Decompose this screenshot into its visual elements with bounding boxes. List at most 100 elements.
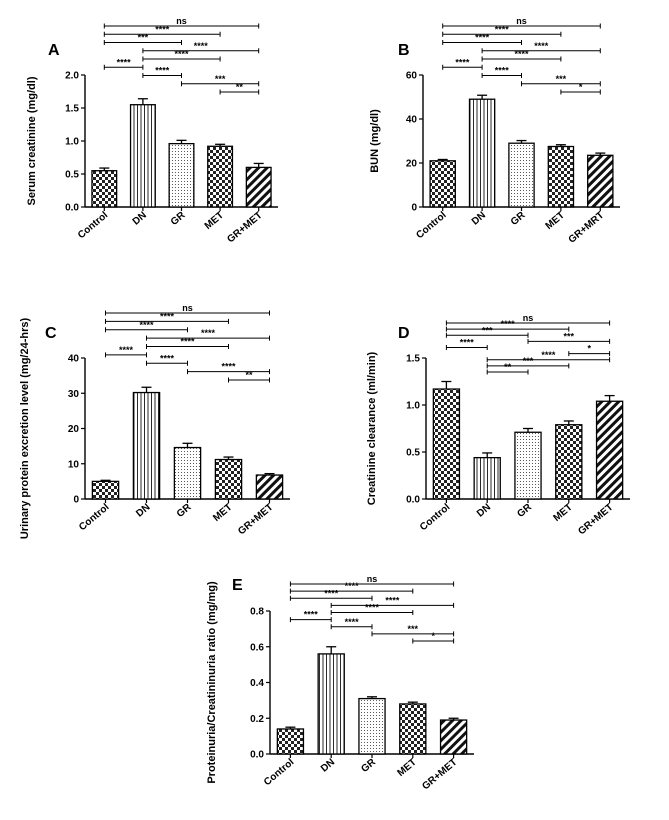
sig-label-e-3: ****: [385, 595, 400, 605]
category-label-a-0: Control: [76, 210, 110, 241]
bar-c-1: [132, 391, 161, 500]
sig-label-c-1: ****: [160, 311, 175, 321]
panel-letter-c: C: [45, 325, 57, 342]
sig-label-d-8: **: [504, 362, 512, 372]
y-tick-label-e: 0.6: [250, 642, 264, 653]
bar-c-4: [255, 474, 284, 500]
category-label-b-2: GR: [509, 209, 528, 228]
bar-c-3: [214, 458, 243, 500]
sig-label-c-7: ****: [221, 362, 236, 372]
bar-b-1: [468, 98, 496, 208]
chart-panel-d: D Creatinine clearance (ml/min) 0.0 0.5 1.0 1…: [366, 313, 630, 537]
sig-label-e-6: ****: [345, 617, 360, 627]
sig-label-b-2: ****: [475, 33, 490, 43]
category-label-c-4: GR+MET: [236, 502, 275, 537]
chart-panel-a: A Serum creatinine (mg/dl) 0.0 0.5 1.0 1.5 2.0…: [26, 16, 278, 245]
sig-label-d-2: ***: [482, 325, 493, 335]
bar-c-2: [173, 446, 202, 500]
panel-letter-d: D: [398, 325, 410, 342]
bar-a-2: [168, 142, 195, 208]
y-tick-label-b: 0: [411, 203, 417, 214]
panel-letter-b: B: [398, 42, 410, 59]
bar-b-3: [547, 145, 575, 208]
category-label-d-3: MET: [551, 502, 574, 524]
category-label-c-3: MET: [211, 502, 234, 524]
sig-label-b-4: ****: [514, 49, 529, 59]
category-label-a-4: GR+MET: [225, 210, 264, 245]
category-label-b-4: GR+MRT: [567, 210, 607, 246]
category-label-e-1: DN: [319, 757, 337, 775]
y-tick-label-a: 0.5: [65, 170, 79, 181]
y-tick-label-d: 0.5: [406, 448, 420, 459]
category-label-b-1: DN: [470, 210, 488, 228]
y-tick-label-b: 60: [406, 71, 418, 82]
sig-label-e-4: ****: [365, 603, 380, 613]
y-tick-label-d: 0.0: [406, 495, 420, 506]
category-label-b-3: MET: [544, 210, 567, 232]
bar-d-0: [432, 388, 461, 500]
sig-label-e-1: ****: [345, 581, 360, 591]
sig-label-d-7: ***: [523, 356, 534, 366]
category-label-d-4: GR+MET: [576, 502, 615, 537]
bar-c-0: [91, 480, 120, 500]
y-tick-label-d: 1.0: [406, 401, 420, 412]
category-label-a-2: GR: [169, 209, 188, 228]
sig-label-c-3: ****: [201, 328, 216, 338]
chart-panel-e: E Proteinuria/Creatininuria ratio (mg/mg)…: [206, 574, 474, 792]
sig-label-d-3: ***: [564, 331, 575, 341]
bar-a-4: [245, 166, 272, 208]
sig-label-b-7: ***: [556, 74, 567, 84]
sig-label-e-5: ****: [304, 610, 319, 620]
y-tick-label-c: 30: [68, 389, 80, 400]
y-tick-label-b: 40: [406, 115, 418, 126]
bar-b-4: [587, 154, 614, 208]
y-tick-label-e: 0.8: [250, 607, 264, 618]
sig-label-e-7: ***: [408, 624, 419, 634]
y-tick-label-c: 20: [68, 424, 80, 435]
bar-a-1: [129, 104, 156, 208]
y-tick-label-a: 1.5: [65, 104, 79, 115]
category-label-b-0: Control: [414, 210, 448, 241]
bar-b-0: [429, 160, 456, 208]
category-label-e-0: Control: [262, 757, 296, 788]
bar-e-4: [439, 719, 468, 755]
y-axis-label-e: Proteinuria/Creatininuria ratio (mg/mg): [206, 581, 218, 784]
sig-label-a-2: ***: [138, 33, 149, 43]
sig-label-c-8: **: [245, 370, 253, 380]
bar-d-3: [555, 424, 583, 500]
category-label-e-2: GR: [359, 756, 378, 775]
y-axis-label-c: Urinary protein excretion level (mg/24-h…: [19, 318, 31, 540]
bar-e-2: [358, 697, 386, 755]
y-tick-label-a: 2.0: [65, 71, 79, 82]
sig-label-b-6: ****: [495, 66, 510, 76]
chart-panel-b: B BUN (mg/dl) 0 20 40 60 Control DN GR MET GR+MRT n…: [369, 16, 620, 246]
bar-e-1: [317, 653, 345, 755]
sig-label-d-6: ****: [541, 350, 556, 360]
sig-label-a-8: **: [236, 82, 244, 92]
y-axis-label-a: Serum creatinine (mg/dl): [26, 76, 38, 205]
sig-label-c-4: ****: [180, 337, 195, 347]
bar-e-0: [276, 728, 305, 755]
sig-label-a-5: ****: [117, 57, 132, 67]
sig-label-a-7: ***: [215, 74, 226, 84]
sig-label-c-5: ****: [119, 345, 134, 355]
chart-panel-c: C Urinary protein excretion level (mg/24-…: [19, 303, 290, 539]
category-label-d-0: Control: [418, 502, 452, 533]
bar-d-4: [595, 400, 624, 500]
category-label-a-3: MET: [203, 210, 226, 232]
bar-d-2: [514, 431, 542, 500]
sig-label-e-8: *: [431, 631, 435, 641]
sig-label-d-0: ns: [523, 313, 534, 323]
sig-label-d-5: *: [587, 344, 591, 354]
y-tick-label-a: 0.0: [65, 203, 79, 214]
sig-label-b-1: ****: [495, 24, 510, 34]
sig-label-c-0: ns: [182, 303, 193, 313]
y-tick-label-a: 1.0: [65, 137, 79, 148]
sig-label-e-0: ns: [367, 574, 378, 584]
sig-label-d-1: ****: [501, 319, 516, 329]
sig-label-c-2: ****: [139, 320, 154, 330]
y-tick-label-c: 0: [73, 495, 79, 506]
y-tick-label-c: 10: [68, 459, 80, 470]
sig-label-a-4: ****: [174, 49, 189, 59]
